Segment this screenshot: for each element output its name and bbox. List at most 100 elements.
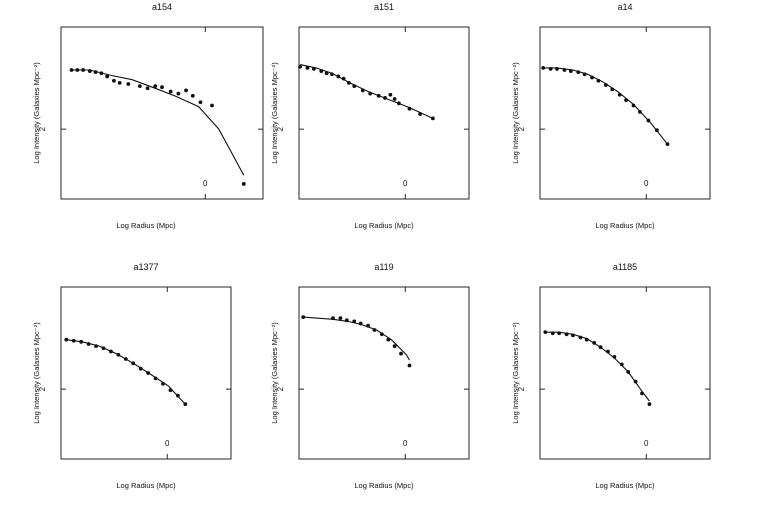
x-tick-label: 0 [644,179,649,188]
data-point [336,74,341,79]
data-point [99,71,104,76]
data-point [430,116,435,121]
data-point [646,118,651,123]
data-point [64,337,69,342]
data-point [153,84,158,89]
x-tick-label: 0 [203,179,208,188]
data-point [137,84,142,89]
data-point [338,316,343,321]
data-point [376,93,381,98]
x-tick-label: 0 [165,439,170,448]
panel-title: a1377 [133,262,158,272]
data-point [366,323,370,328]
data-point [418,112,423,116]
data-point [79,339,84,344]
data-point [311,67,316,71]
data-point [81,68,86,72]
x-tick-label: 0 [403,179,408,188]
y-axis-label: Log Intensity (Galaxies Mpc⁻²) [32,62,41,164]
data-point [331,316,335,321]
x-tick-label: 0 [403,439,408,448]
data-point [571,333,575,338]
y-axis-label: Log Intensity (Galaxies Mpc⁻²) [270,322,279,424]
panel-title: a119 [374,262,393,272]
data-point [105,74,110,79]
panel-title: a154 [152,2,172,12]
panel-title: a151 [374,2,394,12]
data-point [555,67,559,71]
data-point [324,71,329,76]
data-point [383,96,387,100]
data-point [590,75,594,80]
data-point [612,354,617,359]
data-point [210,103,214,108]
plot-frame [539,26,711,200]
data-point [93,70,98,75]
data-point [116,352,121,357]
data-point [184,88,188,93]
data-point [603,83,608,87]
data-point [71,338,76,343]
data-point [131,361,136,366]
chart-panel-0: a154 0 2 Log Radius (Mpc) Log Intensity (Gal… [32,2,264,230]
data-point [396,101,401,106]
data-point [407,106,412,111]
data-point [101,346,106,351]
data-point [610,87,615,92]
panel-title: a14 [617,2,632,12]
data-point [298,64,302,69]
data-point [176,91,181,96]
chart-panel-2: a14 0 2 Log Radius (Mpc) Log Intensity (Gala… [511,2,711,230]
data-point [392,344,397,349]
data-point [598,345,603,350]
data-point [190,93,195,98]
data-point [352,319,357,324]
data-point [562,68,567,72]
y-tick-label: 2 [517,126,526,131]
data-point [584,337,589,342]
plot-frame [60,26,264,200]
data-point [330,72,334,77]
data-point [407,363,412,368]
data-point [596,78,601,83]
data-point [568,69,573,73]
data-point [631,103,636,108]
data-point [633,379,638,384]
data-point [654,128,659,133]
data-point [399,351,403,356]
data-point [69,68,74,72]
x-axis-label: Log Radius (Mpc) [116,481,176,490]
data-point [352,84,357,89]
data-point [168,89,173,94]
chart-panel-4: a119 0 2 Log Radius (Mpc) Log Intensity (Gal… [270,262,470,490]
data-point [578,335,583,340]
data-point [550,331,555,336]
data-point [541,65,546,70]
data-point [75,68,80,72]
data-point [388,92,393,97]
panel-title: a1185 [613,262,637,272]
data-point [576,70,581,75]
data-point [548,67,553,71]
data-point [392,97,397,101]
data-point [305,65,310,70]
data-point [109,349,113,354]
fit-curve [303,316,410,361]
data-point [619,362,624,367]
fit-curve [71,69,245,176]
data-point [117,81,122,85]
data-point [198,100,203,105]
data-point [640,391,644,396]
data-point [319,69,324,73]
data-point [637,110,642,114]
x-axis-label: Log Radius (Mpc) [595,221,655,230]
data-point [386,337,391,342]
y-tick-label: 2 [38,126,47,131]
data-point [183,402,188,407]
data-point [647,402,652,407]
data-point [126,82,131,86]
x-tick-label: 0 [644,439,649,448]
plot-frame [539,286,711,460]
y-tick-label: 2 [38,386,47,391]
data-point [145,86,150,91]
